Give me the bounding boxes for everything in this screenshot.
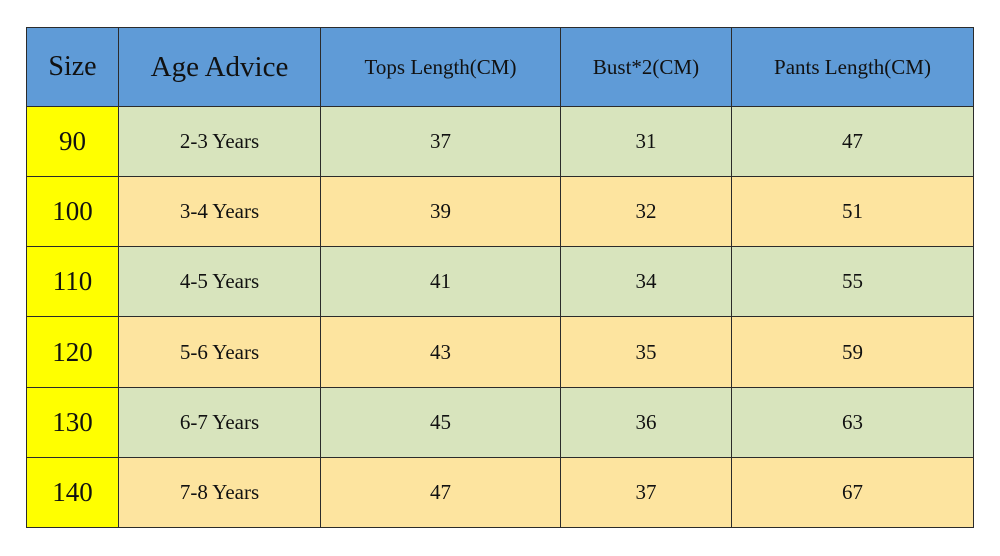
header-cell: Age Advice (118, 27, 321, 107)
table-cell: 5-6 Years (118, 316, 321, 388)
table-cell: 39 (320, 176, 561, 248)
table-cell: 35 (560, 316, 732, 388)
table-cell: 120 (26, 316, 119, 388)
size-table: Size Age Advice Tops Length(CM) Bust*2(CM) P… (26, 27, 974, 529)
header-cell: Pants Length(CM) (731, 27, 974, 107)
table-row: 90 2-3 Years 37 31 47 (26, 105, 974, 178)
table-row: 140 7-8 Years 47 37 67 (26, 456, 974, 529)
table-cell: 7-8 Years (118, 456, 321, 529)
table-cell: 4-5 Years (118, 246, 321, 318)
table-cell: 31 (560, 105, 732, 178)
table-row: 120 5-6 Years 43 35 59 (26, 316, 974, 388)
table-row: 100 3-4 Years 39 32 51 (26, 176, 974, 248)
table-cell: 3-4 Years (118, 176, 321, 248)
table-cell: 140 (26, 456, 119, 529)
table-cell: 51 (731, 176, 974, 248)
table-cell: 90 (26, 105, 119, 178)
header-cell: Bust*2(CM) (560, 27, 732, 107)
table-cell: 67 (731, 456, 974, 529)
table-cell: 43 (320, 316, 561, 388)
table-cell: 45 (320, 386, 561, 458)
table-cell: 47 (320, 456, 561, 529)
table-cell: 55 (731, 246, 974, 318)
table-body: 90 2-3 Years 37 31 47 100 3-4 Years 39 32 51 110 4-… (26, 105, 974, 529)
table-cell: 37 (560, 456, 732, 529)
table-cell: 2-3 Years (118, 105, 321, 178)
header-cell: Size (26, 27, 119, 107)
table-cell: 6-7 Years (118, 386, 321, 458)
table-row: 110 4-5 Years 41 34 55 (26, 246, 974, 318)
table-cell: 41 (320, 246, 561, 318)
table-cell: 130 (26, 386, 119, 458)
table-cell: 47 (731, 105, 974, 178)
table-cell: 100 (26, 176, 119, 248)
table-cell: 36 (560, 386, 732, 458)
table-cell: 59 (731, 316, 974, 388)
header-cell: Tops Length(CM) (320, 27, 561, 107)
table-cell: 63 (731, 386, 974, 458)
table-cell: 32 (560, 176, 732, 248)
table-row: 130 6-7 Years 45 36 63 (26, 386, 974, 458)
header-row: Size Age Advice Tops Length(CM) Bust*2(CM) P… (26, 27, 974, 107)
table-cell: 110 (26, 246, 119, 318)
table-cell: 37 (320, 105, 561, 178)
table-cell: 34 (560, 246, 732, 318)
